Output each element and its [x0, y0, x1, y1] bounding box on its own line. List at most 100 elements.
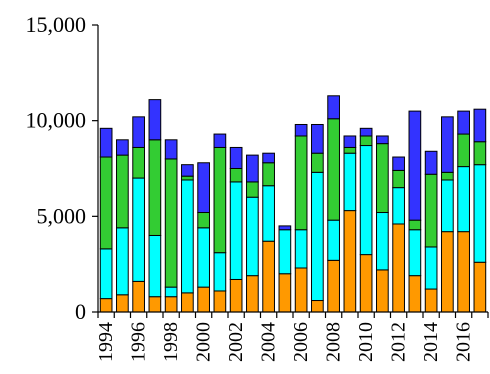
- bar-segment: [148, 99, 162, 141]
- bar-segment: [327, 118, 340, 221]
- bar-segment: [392, 169, 405, 189]
- bar-segment: [116, 154, 129, 229]
- bar-segment: [359, 145, 373, 256]
- bar-segment: [132, 280, 145, 313]
- bar-segment: [311, 152, 324, 173]
- x-tick-label: 2012: [388, 322, 410, 362]
- bar-segment: [246, 181, 259, 198]
- bar-segment: [457, 110, 470, 135]
- bar-segment: [294, 135, 308, 231]
- bar-segment: [181, 292, 194, 313]
- bar-segment: [262, 185, 275, 242]
- bar-segment: [213, 133, 227, 148]
- x-tick-label: 2000: [193, 322, 215, 362]
- x-tick-label: 2002: [225, 322, 247, 362]
- bar-segment: [457, 166, 470, 233]
- bar-segment: [343, 210, 357, 313]
- bar-segment: [278, 229, 292, 275]
- bar-segment: [441, 116, 454, 173]
- bar-segment: [343, 152, 357, 212]
- bar-segment: [99, 298, 113, 313]
- x-tick-label: 1998: [160, 322, 182, 362]
- bar-segment: [278, 225, 292, 231]
- x-tick-label: 1996: [128, 322, 150, 362]
- bar-segment: [457, 133, 470, 168]
- y-tick-label: 0: [75, 299, 86, 324]
- bar-segment: [213, 146, 227, 254]
- bar-segment: [376, 269, 389, 313]
- x-tick-label: 2014: [420, 322, 442, 362]
- bar-segment: [246, 275, 259, 313]
- bar-segment: [262, 240, 275, 313]
- bar-segment: [132, 146, 145, 179]
- bar-segment: [311, 123, 324, 154]
- bar-segment: [148, 234, 162, 298]
- y-axis-ticks: 0 5,000 10,000 15,000: [26, 12, 98, 324]
- x-tick-label: 2016: [453, 322, 475, 362]
- bar-segment: [262, 162, 275, 187]
- bar-segment: [408, 219, 422, 231]
- bar-segment: [343, 135, 357, 148]
- bar-segment: [473, 108, 487, 143]
- bar-segment: [424, 246, 438, 290]
- bar-segment: [327, 95, 340, 120]
- bar-segment: [148, 139, 162, 236]
- bar-segment: [99, 127, 113, 158]
- x-tick-label: 2008: [323, 322, 345, 362]
- bar-segment: [229, 181, 243, 280]
- bars-group: [99, 95, 487, 313]
- bar-segment: [473, 141, 487, 166]
- bar-segment: [181, 179, 194, 294]
- x-tick-label: 2010: [355, 322, 377, 362]
- bar-segment: [197, 162, 210, 214]
- bar-segment: [197, 286, 210, 313]
- bar-segment: [392, 156, 405, 171]
- bar-segment: [424, 150, 438, 175]
- bar-segment: [262, 152, 275, 164]
- bar-segment: [164, 296, 178, 313]
- bar-segment: [424, 173, 438, 248]
- y-tick-label: 10,000: [26, 108, 87, 133]
- bar-segment: [441, 231, 454, 313]
- bar-segment: [392, 223, 405, 313]
- bar-segment: [99, 248, 113, 300]
- bar-segment: [116, 294, 129, 313]
- x-axis-ticks: 1994 1996 1998 2000 2002 2004 2006 2008 2010 2012…: [95, 312, 489, 362]
- bar-segment: [229, 146, 243, 169]
- bar-segment: [311, 171, 324, 302]
- bar-segment: [294, 123, 308, 137]
- bar-segment: [441, 171, 454, 181]
- bar-segment: [294, 267, 308, 313]
- bar-segment: [132, 177, 145, 282]
- bar-segment: [294, 229, 308, 269]
- x-tick-label: 1994: [95, 322, 117, 362]
- bar-segment: [229, 278, 243, 313]
- bar-segment: [197, 212, 210, 229]
- bar-segment: [327, 259, 340, 313]
- bar-segment: [457, 231, 470, 313]
- bar-segment: [376, 212, 389, 271]
- bar-segment: [359, 135, 373, 147]
- bar-segment: [132, 116, 145, 148]
- bar-segment: [278, 273, 292, 313]
- bar-segment: [148, 296, 162, 313]
- bar-segment: [181, 164, 194, 177]
- bar-segment: [392, 187, 405, 225]
- bar-segment: [473, 164, 487, 263]
- y-tick-label: 5,000: [37, 203, 87, 228]
- bar-segment: [359, 254, 373, 313]
- bar-segment: [229, 168, 243, 183]
- bar-segment: [424, 288, 438, 313]
- bar-segment: [376, 143, 389, 214]
- bar-segment: [408, 275, 422, 313]
- bar-segment: [408, 110, 422, 221]
- bar-segment: [359, 127, 373, 137]
- bar-segment: [164, 139, 178, 160]
- bar-segment: [246, 154, 259, 183]
- bar-segment: [164, 158, 178, 288]
- bar-segment: [441, 179, 454, 233]
- bar-segment: [213, 290, 227, 313]
- x-tick-label: 2004: [258, 322, 280, 362]
- x-tick-label: 2006: [290, 322, 312, 362]
